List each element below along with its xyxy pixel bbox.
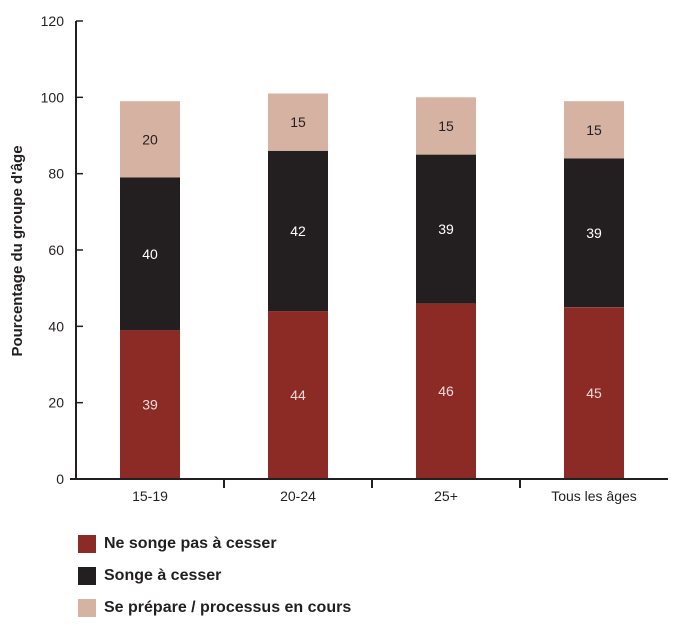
data-label: 15 — [586, 122, 602, 138]
data-label: 40 — [142, 246, 158, 262]
data-label: 42 — [290, 223, 306, 239]
bars-layer: 39 40 20 44 42 15 46 39 15 45 39 15 — [120, 93, 624, 480]
axes-layer: 0 20 40 60 80 100 120 15-19 20-24 25+ Tous les âge… — [41, 13, 668, 504]
x-tick-label: 20-24 — [280, 488, 316, 504]
y-tick-label: 20 — [48, 395, 64, 411]
legend-item: Se prépare / processus en cours — [78, 598, 351, 618]
bar-segment — [416, 303, 476, 479]
data-label: 45 — [586, 385, 602, 401]
x-tick-label: 15-19 — [132, 488, 168, 504]
data-label: 39 — [586, 225, 602, 241]
data-label: 15 — [290, 114, 306, 130]
bar-segment — [416, 97, 476, 155]
data-label: 39 — [438, 221, 454, 237]
bar-segment — [268, 311, 328, 479]
legend-label: Songe à cesser — [104, 567, 222, 584]
legend: Ne songe pas à cesser Songe à cesser Se pr… — [78, 534, 351, 630]
data-label: 39 — [142, 397, 158, 413]
bar-segment — [120, 330, 180, 479]
legend-label: Ne songe pas à cesser — [104, 535, 277, 552]
x-tick-label: 25+ — [434, 488, 458, 504]
legend-swatch — [78, 567, 96, 585]
y-tick-label: 100 — [41, 89, 65, 105]
legend-item: Songe à cesser — [78, 566, 351, 586]
data-label: 15 — [438, 118, 454, 134]
bar-segment — [268, 150, 328, 312]
y-tick-label: 120 — [41, 13, 65, 29]
bar-segment — [564, 101, 624, 159]
x-tick-label: Tous les âges — [551, 488, 637, 504]
legend-label: Se prépare / processus en cours — [104, 599, 352, 616]
legend-swatch — [78, 535, 96, 553]
bar-segment — [416, 154, 476, 304]
data-label: 20 — [142, 131, 158, 147]
bar-segment — [268, 93, 328, 151]
bar-segment — [120, 101, 180, 178]
bar-segment — [564, 307, 624, 480]
y-tick-label: 80 — [48, 166, 64, 182]
legend-item: Ne songe pas à cesser — [78, 534, 351, 554]
data-label: 46 — [438, 383, 454, 399]
bar-segment — [564, 158, 624, 308]
y-tick-label: 40 — [48, 318, 64, 334]
stacked-bar-chart: Pourcentage du groupe d'âge 39 40 20 44 42 15… — [9, 13, 668, 504]
y-tick-label: 0 — [56, 471, 64, 487]
bar-segment — [120, 177, 180, 331]
legend-swatch — [78, 599, 96, 617]
y-axis-label: Pourcentage du groupe d'âge — [9, 145, 26, 356]
y-tick-label: 60 — [48, 242, 64, 258]
data-label: 44 — [290, 387, 306, 403]
